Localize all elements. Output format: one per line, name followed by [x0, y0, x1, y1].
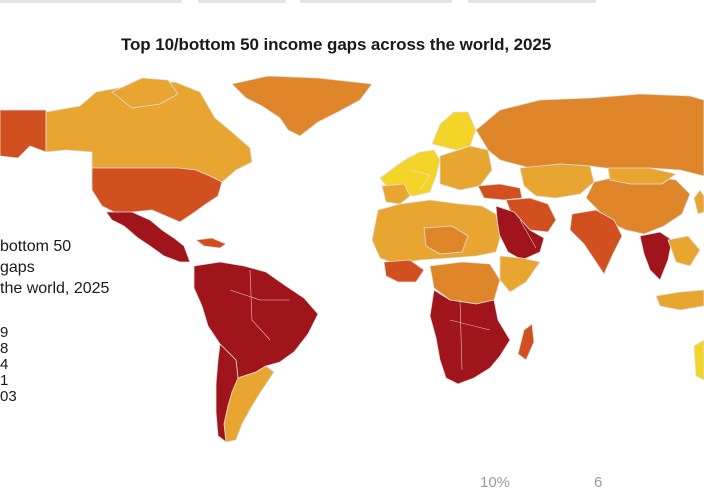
legend-value: 8: [0, 341, 9, 357]
region-iberia: [381, 183, 411, 205]
region-australia: [693, 339, 704, 381]
region-south-asia: [569, 209, 623, 275]
region-turkey: [477, 183, 523, 201]
region-indonesia: [655, 289, 704, 311]
region-central-asia: [519, 163, 595, 199]
legend-title-line: gaps: [0, 259, 35, 276]
region-mongolia: [607, 167, 677, 185]
region-southeast-asia: [639, 231, 673, 281]
region-southern-africa: [429, 289, 511, 385]
legend-title-line: the world, 2025: [0, 280, 110, 297]
map-title: Top 10/bottom 50 income gaps across the …: [121, 35, 552, 54]
legend-value: 03: [0, 389, 17, 405]
region-usa: [91, 167, 223, 223]
region-horn-africa: [499, 255, 541, 293]
region-indochina-east: [667, 235, 701, 267]
legend-title-line: bottom 50: [0, 238, 72, 255]
tab-stub[interactable]: [468, 0, 596, 3]
region-chile: [215, 343, 239, 443]
region-sahel: [423, 225, 469, 255]
legend-value: 4: [0, 357, 9, 373]
region-greenland: [231, 75, 373, 137]
region-eastern-europe: [439, 145, 493, 191]
tab-stub[interactable]: [198, 0, 286, 3]
region-alaska: [0, 109, 47, 159]
map-legend: bottom 50 gaps the world, 2025 9 8 4 1 0…: [0, 236, 130, 405]
region-caribbean: [195, 237, 227, 249]
bottom-fragment: 6: [594, 474, 603, 491]
tab-stub[interactable]: [0, 0, 182, 3]
region-madagascar: [517, 323, 535, 361]
region-scandinavia: [431, 111, 477, 151]
bottom-fragment: 10%: [480, 474, 511, 491]
legend-value: 9: [0, 325, 9, 341]
tab-stub[interactable]: [300, 0, 452, 3]
top-tab-strip: [0, 0, 704, 8]
legend-value: 1: [0, 373, 9, 389]
region-west-africa: [383, 259, 425, 283]
region-mexico-central-america: [105, 211, 191, 263]
region-arctic-islands: [111, 77, 179, 109]
region-south-america: [193, 261, 319, 379]
region-japan: [693, 189, 704, 215]
region-arabia: [495, 205, 545, 261]
region-russia: [475, 93, 704, 177]
